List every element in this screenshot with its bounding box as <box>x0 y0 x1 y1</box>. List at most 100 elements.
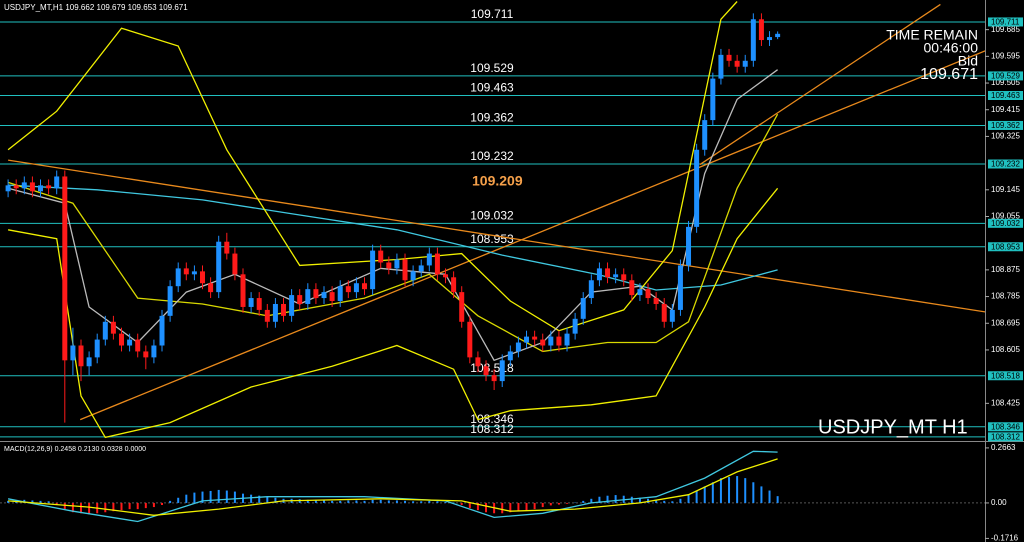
candle-body <box>580 298 586 319</box>
candle-body <box>378 250 384 263</box>
candle-body <box>410 271 416 281</box>
candle-body <box>434 253 440 275</box>
candle-body <box>742 60 748 67</box>
macd-line <box>7 450 778 523</box>
candle-body <box>110 321 116 334</box>
candle-body <box>70 345 76 361</box>
candle-body <box>78 345 84 367</box>
level-box-label: 109.032 <box>991 219 1020 228</box>
level-label: 109.362 <box>470 111 514 125</box>
y-tick-label: 109.595 <box>991 51 1020 60</box>
candle-body <box>102 321 108 340</box>
level-box <box>988 432 1023 442</box>
candle-body <box>386 262 392 269</box>
candle-body <box>459 292 465 322</box>
y-tick-label: 108.785 <box>991 292 1020 301</box>
candle-body <box>29 182 35 192</box>
candle-body <box>621 274 627 281</box>
candle-body <box>443 274 449 278</box>
level-box-label: 109.362 <box>991 121 1020 130</box>
candle-body <box>775 33 781 38</box>
macd-title: MACD(12,26,9) 0.2458 0.2130 0.0328 0.000… <box>4 446 146 453</box>
macd-line <box>8 458 778 516</box>
level-box <box>988 120 1023 130</box>
candle-body <box>564 333 570 346</box>
candle-body <box>524 336 530 343</box>
candle-body <box>653 298 659 304</box>
candle-body <box>726 54 732 61</box>
candle-body <box>264 309 270 322</box>
candle-body <box>661 303 667 322</box>
y-tick-label: 109.505 <box>991 78 1020 87</box>
level-label: 108.312 <box>470 422 514 436</box>
y-tick-label: 108.875 <box>991 265 1020 274</box>
candle-body <box>240 274 246 307</box>
candle-body <box>645 289 651 299</box>
level-box <box>988 422 1023 432</box>
candle-body <box>426 253 432 266</box>
candle-body <box>5 185 11 192</box>
candle-body <box>613 274 619 278</box>
candle-body <box>329 292 335 302</box>
y-tick-label: 0.2663 <box>991 443 1016 452</box>
main-pane: 109.711 109.529 109.463 109.362 109.232 109.0… <box>0 1 985 439</box>
y-tick-label: 109.685 <box>991 25 1020 34</box>
level-box <box>988 17 1023 27</box>
candle-body <box>758 19 764 41</box>
y-tick-label: 0.00 <box>991 498 1007 507</box>
indicator-line <box>8 184 778 291</box>
level-label: 109.232 <box>470 149 514 163</box>
candle-body <box>159 315 165 346</box>
candle-body <box>362 283 368 290</box>
candle-body <box>200 271 206 284</box>
candle-body <box>694 149 700 227</box>
level-box-label: 108.312 <box>991 432 1020 441</box>
candle-body <box>183 268 189 275</box>
candle-body <box>208 283 214 293</box>
candle-body <box>119 333 125 346</box>
candle-body <box>483 366 489 376</box>
candle-body <box>532 336 538 340</box>
level-box-label: 108.953 <box>991 242 1020 251</box>
candle-body <box>305 289 311 304</box>
bid: 109.671 <box>920 66 978 83</box>
level-box-label: 109.529 <box>991 72 1020 81</box>
time-remain: 00:46:00 <box>924 40 979 56</box>
candle-body <box>216 241 222 293</box>
candle-body <box>86 357 92 367</box>
candle-body <box>637 289 643 296</box>
indicator-line <box>79 50 985 421</box>
candle-body <box>370 250 376 290</box>
candle-body <box>191 271 197 275</box>
candle-body <box>669 309 675 322</box>
indicator-line <box>8 159 985 313</box>
candle-body <box>596 268 602 281</box>
candle-body <box>127 339 133 346</box>
candle-body <box>499 360 505 382</box>
level-label: 109.711 <box>471 7 514 21</box>
candle-body <box>345 286 351 293</box>
candle-body <box>175 268 181 287</box>
candle-body <box>467 321 473 358</box>
candle-body <box>572 318 578 334</box>
level-box <box>988 159 1023 169</box>
y-tick-label: 108.425 <box>991 398 1020 407</box>
level-label: 109.529 <box>470 61 514 75</box>
time-remain-label: TIME REMAIN <box>886 27 978 43</box>
level-label: 108.953 <box>470 232 514 246</box>
candle-body <box>248 298 254 307</box>
level-label: 109.463 <box>470 81 514 95</box>
candle-body <box>588 280 594 299</box>
y-tick-label: 109.055 <box>991 212 1020 221</box>
level-box <box>988 242 1023 252</box>
level-box <box>988 218 1023 228</box>
annotation: 109.209 <box>472 173 523 189</box>
level-box-label: 109.463 <box>991 91 1020 100</box>
chart-title: USDJPY_MT,H1 109.662 109.679 109.653 109… <box>4 3 188 12</box>
y-tick-label: 108.605 <box>991 345 1020 354</box>
candle-body <box>710 78 716 121</box>
level-box <box>988 371 1023 381</box>
candle-body <box>767 37 773 41</box>
candle-body <box>629 280 635 296</box>
